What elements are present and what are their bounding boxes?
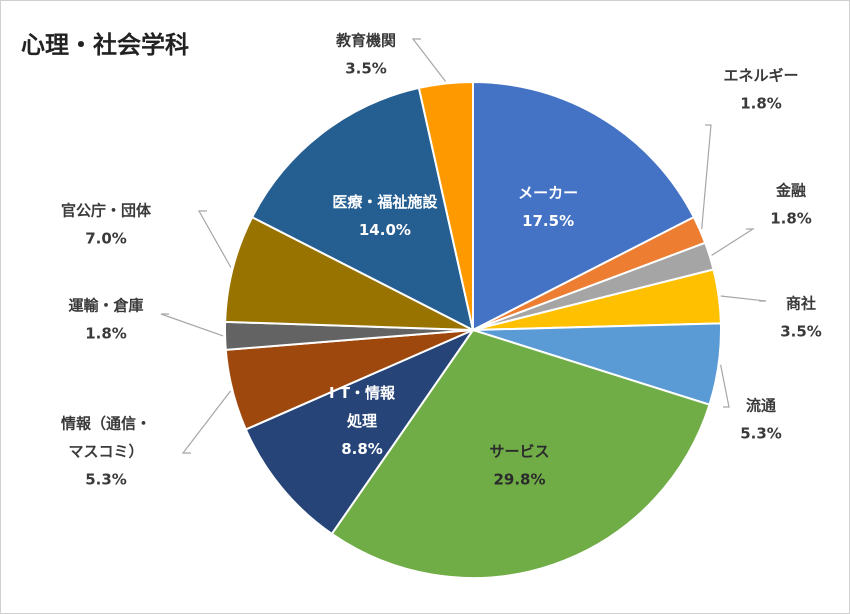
slice-value-label: 14.0%	[359, 221, 411, 239]
slice-value-label: 17.5%	[522, 212, 574, 230]
slice-category-label: 官公庁・団体	[61, 202, 152, 220]
slice-category-label: 運輸・倉庫	[68, 297, 143, 315]
leader-line	[181, 390, 231, 454]
slice-category-label: 金融	[775, 182, 806, 200]
pie-slice	[244, 327, 476, 536]
slice-category-label: エネルギー	[723, 67, 798, 85]
leader-line	[720, 295, 767, 302]
leader-lines-layer	[160, 38, 767, 454]
leader-line	[720, 364, 730, 408]
slice-value-label: 3.5%	[345, 60, 387, 78]
slice-category-label: 情報（通信・	[61, 415, 151, 433]
labels-layer: メーカー 17.5% エネルギー 1.8% 金融 1.8% 商社 3.5% 流通 5.3% サービス…	[61, 32, 822, 489]
pie-slice	[250, 86, 475, 332]
leader-line	[711, 228, 756, 256]
slice-category-label: 流通	[746, 397, 776, 415]
slices-layer	[223, 80, 722, 579]
chart-title: 心理・社会学科	[21, 31, 189, 59]
slice-value-label: 8.8%	[341, 440, 383, 458]
slice-category-label: 処理	[346, 412, 377, 430]
slice-category-label: メーカー	[518, 184, 578, 202]
slice-category-label: I T・情報	[329, 384, 396, 402]
leader-line	[701, 124, 712, 230]
leader-line	[160, 313, 224, 337]
leader-line	[197, 210, 232, 268]
slice-value-label: 1.8%	[770, 210, 812, 228]
slice-value-label: 7.0%	[85, 230, 127, 248]
slice-value-label: 1.8%	[85, 325, 127, 343]
slice-category-label: 医療・福祉施設	[332, 193, 438, 211]
slice-value-label: 1.8%	[740, 95, 782, 113]
slice-value-label: 5.3%	[85, 471, 127, 489]
leader-line	[411, 38, 447, 82]
pie-slice	[224, 215, 474, 331]
slice-value-label: 3.5%	[780, 323, 822, 341]
pie-slice	[417, 80, 474, 331]
slice-value-label: 29.8%	[493, 471, 545, 489]
slice-category-label: マスコミ）	[68, 443, 143, 461]
slice-category-label: 教育機関	[335, 32, 396, 50]
slice-value-label: 5.3%	[740, 425, 782, 443]
pie-slice	[330, 328, 711, 579]
slice-category-label: サービス	[489, 443, 549, 461]
slice-category-label: 商社	[786, 295, 816, 313]
pie-slice	[472, 80, 696, 332]
